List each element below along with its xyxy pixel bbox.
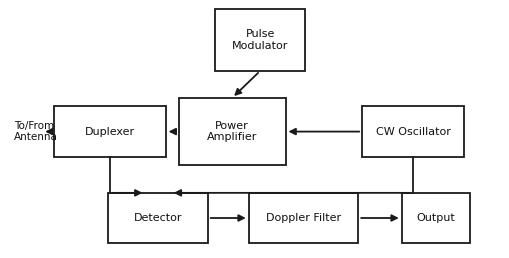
Bar — [401, 193, 469, 243]
Bar — [178, 98, 285, 165]
Bar — [215, 9, 304, 71]
Bar — [361, 106, 463, 157]
Text: Duplexer: Duplexer — [84, 127, 134, 136]
Bar — [53, 106, 165, 157]
Bar — [248, 193, 358, 243]
Text: Power
Amplifier: Power Amplifier — [207, 121, 257, 142]
Text: Detector: Detector — [133, 213, 182, 223]
Text: Doppler Filter: Doppler Filter — [265, 213, 341, 223]
Bar — [108, 193, 208, 243]
Text: Pulse
Modulator: Pulse Modulator — [232, 29, 288, 51]
Text: Output: Output — [416, 213, 455, 223]
Text: CW Oscillator: CW Oscillator — [375, 127, 449, 136]
Text: To/From
Antenna: To/From Antenna — [14, 121, 58, 142]
